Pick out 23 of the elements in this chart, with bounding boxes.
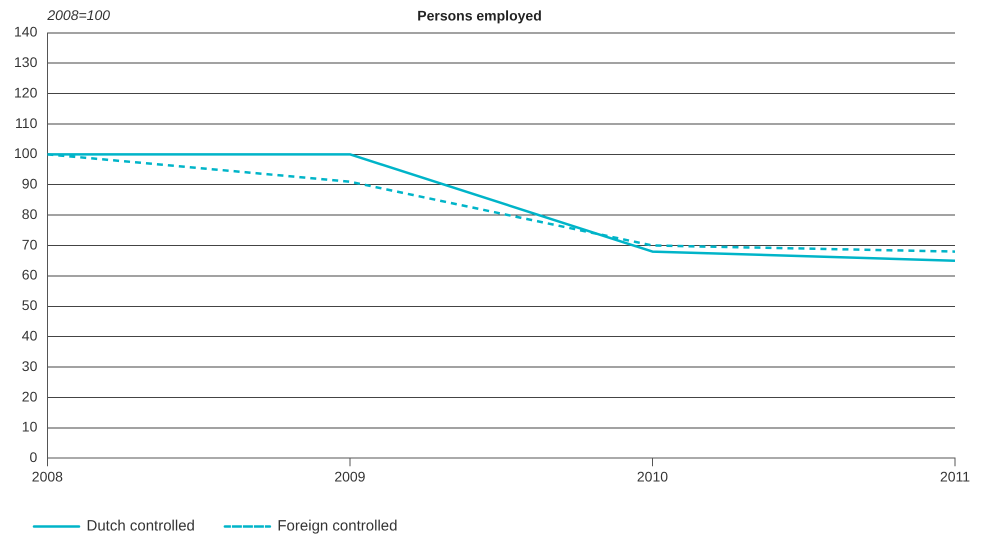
y-tick-label: 140 [14, 24, 38, 40]
y-tick-label: 30 [22, 358, 38, 374]
y-tick-label: 60 [22, 266, 38, 283]
y-tick-label: 20 [22, 388, 38, 404]
y-tick-label: 110 [15, 114, 38, 131]
y-tick-label: 70 [22, 236, 38, 252]
y-tick-label: 90 [22, 176, 38, 192]
y-axis-title: 2008=100 [46, 6, 110, 23]
x-tick-label: 2010 [636, 468, 668, 484]
y-tick-label: 0 [30, 449, 38, 466]
chart-title: Persons employed [417, 7, 542, 24]
y-tick-label: 130 [14, 54, 38, 70]
legend-label: Dutch controlled [86, 518, 195, 535]
y-tick-label: 100 [14, 145, 38, 162]
y-tick-label: 50 [22, 297, 38, 314]
x-tick-label: 2011 [940, 468, 970, 484]
y-tick-label: 10 [22, 418, 38, 435]
x-tick-label: 2009 [334, 468, 366, 484]
y-tick-label: 80 [22, 206, 38, 222]
x-tick-label: 2008 [32, 468, 64, 484]
legend-label: Foreign controlled [277, 518, 398, 535]
y-tick-label: 40 [22, 328, 38, 344]
y-tick-label: 120 [14, 84, 38, 100]
